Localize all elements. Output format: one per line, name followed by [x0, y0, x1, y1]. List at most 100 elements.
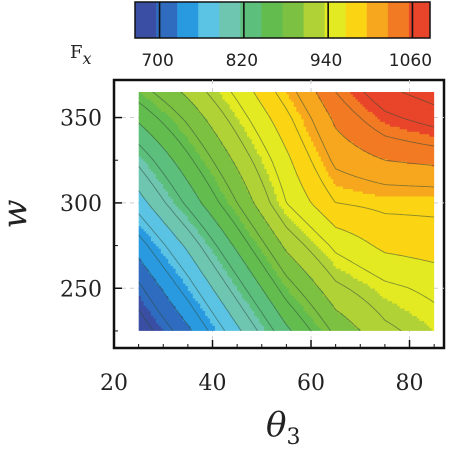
contour-cell [195, 139, 199, 143]
contour-cell [298, 104, 302, 108]
contour-cell [347, 101, 352, 105]
contour-cell [244, 144, 248, 148]
contour-cell [345, 99, 349, 103]
contour-cell [261, 139, 265, 143]
contour-cell [330, 144, 334, 148]
contour-cell [375, 131, 379, 135]
contour-cell [352, 114, 356, 118]
contour-cell [424, 106, 428, 110]
contour-cell [187, 129, 191, 133]
contour-cell [416, 144, 420, 148]
contour-cell [165, 91, 169, 96]
contour-cell [234, 114, 238, 118]
contour-cell [308, 124, 312, 128]
contour-cell [271, 101, 275, 105]
contour-cell [224, 99, 228, 103]
contour-cell [298, 149, 302, 153]
contour-cell [343, 149, 347, 153]
contour-cell [387, 136, 391, 140]
contour-cell [414, 116, 418, 120]
contour-cell [330, 121, 334, 125]
contour-cell [409, 106, 413, 110]
contour-cell [219, 94, 223, 98]
contour-cell [158, 119, 162, 123]
contour-cell [146, 136, 150, 140]
contour-cell [362, 126, 366, 130]
contour-cell [192, 136, 196, 140]
contour-cell [301, 104, 305, 108]
contour-cell [148, 124, 152, 128]
contour-cell [168, 106, 172, 110]
contour-cell [266, 101, 270, 105]
contour-cell [182, 136, 187, 140]
contour-cell [182, 96, 187, 101]
contour-cell [384, 129, 388, 133]
contour-cell [377, 109, 381, 113]
contour-cell [210, 124, 214, 128]
contour-cell [377, 141, 381, 145]
contour-cell [308, 141, 312, 145]
contour-cell [357, 126, 361, 130]
contour-cell [291, 111, 295, 115]
contour-cell [269, 141, 273, 145]
contour-cell [347, 104, 352, 108]
contour-cell [370, 124, 374, 128]
contour-cell [168, 131, 172, 135]
contour-cell [170, 119, 174, 123]
contour-cell [370, 139, 374, 143]
contour-cell [318, 104, 322, 108]
contour-cell [195, 151, 199, 155]
contour-cell [160, 134, 164, 138]
contour-cell [187, 134, 191, 138]
contour-cell [293, 111, 297, 115]
contour-cell [414, 129, 418, 133]
contour-cell [303, 106, 307, 110]
contour-cell [185, 129, 189, 133]
contour-cell [397, 131, 401, 135]
contour-cell [246, 149, 251, 153]
contour-cell [200, 109, 204, 113]
contour-cell [153, 129, 157, 133]
contour-cell [382, 106, 386, 110]
contour-cell [224, 114, 228, 118]
contour-cell [214, 101, 219, 105]
contour-cell [379, 96, 384, 101]
contour-cell [350, 109, 354, 113]
contour-cell [249, 114, 253, 118]
contour-cell [224, 111, 228, 115]
contour-cell [264, 144, 268, 148]
contour-cell [343, 134, 347, 138]
contour-cell [399, 116, 403, 120]
contour-cell [333, 106, 337, 110]
contour-cell [347, 146, 352, 150]
contour-cell [404, 121, 408, 125]
contour-cell [185, 119, 189, 123]
contour-cell [197, 106, 201, 110]
contour-cell [409, 109, 413, 113]
contour-cell [210, 99, 214, 103]
contour-cell [293, 91, 297, 96]
contour-cell [382, 126, 386, 130]
contour-cell [178, 136, 182, 140]
contour-cell [323, 106, 327, 110]
contour-cell [330, 146, 334, 150]
contour-cell [404, 114, 408, 118]
contour-cell [330, 139, 334, 143]
contour-cell [298, 94, 302, 98]
contour-cell [217, 124, 221, 128]
contour-cell [330, 134, 334, 138]
contour-cell [357, 121, 361, 125]
contour-cell [382, 131, 386, 135]
contour-cell [293, 126, 297, 130]
contour-cell [335, 99, 339, 103]
contour-cell [283, 111, 287, 115]
contour-cell [414, 134, 418, 138]
contour-cell [210, 146, 214, 150]
contour-cell [219, 139, 223, 143]
contour-cell [320, 99, 324, 103]
contour-cell [214, 119, 219, 123]
contour-cell [153, 106, 157, 110]
contour-cell [330, 141, 334, 145]
contour-cell [313, 144, 317, 148]
contour-cell [222, 104, 226, 108]
